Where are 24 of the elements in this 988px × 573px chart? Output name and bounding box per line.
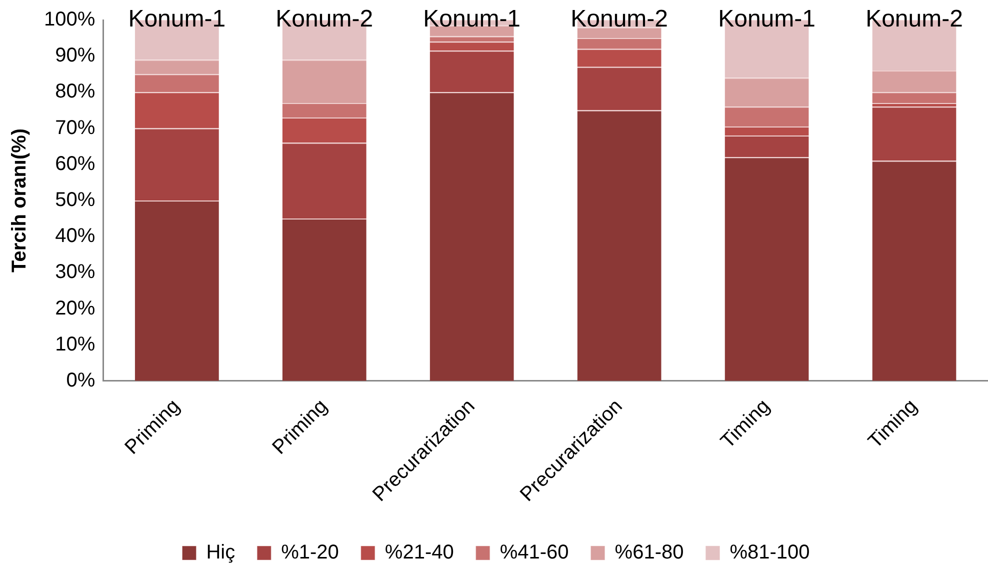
legend-label: %61-80: [614, 542, 684, 564]
y-tick-label: 30%: [55, 261, 96, 284]
y-axis-title: Tercih oranı(%): [8, 128, 31, 273]
y-tick-label: 70%: [55, 116, 96, 139]
annotation: Konum-1: [423, 6, 521, 33]
y-tick-label: 80%: [55, 80, 96, 103]
legend-label: %21-40: [384, 542, 454, 564]
legend-label: %41-60: [500, 542, 569, 564]
annotation: Konum-1: [128, 6, 226, 33]
y-tick-label: 0%: [66, 369, 96, 392]
legend-label: Hiç: [206, 542, 236, 564]
y-tick-label: 10%: [55, 333, 96, 356]
y-tick-label: 100%: [44, 8, 96, 31]
y-tick-label: 60%: [55, 152, 96, 175]
y-tick-label: 90%: [55, 44, 96, 67]
annotation: Konum-2: [276, 6, 374, 33]
annotation: Konum-1: [718, 6, 816, 33]
annotation: Konum-2: [570, 6, 668, 33]
y-tick-label: 20%: [55, 297, 96, 320]
legend-label: %1-20: [281, 542, 339, 564]
legend-label: %81-100: [730, 542, 810, 564]
y-tick-label: 50%: [55, 188, 96, 211]
annotation: Konum-2: [866, 6, 963, 33]
y-tick-label: 40%: [55, 225, 96, 248]
